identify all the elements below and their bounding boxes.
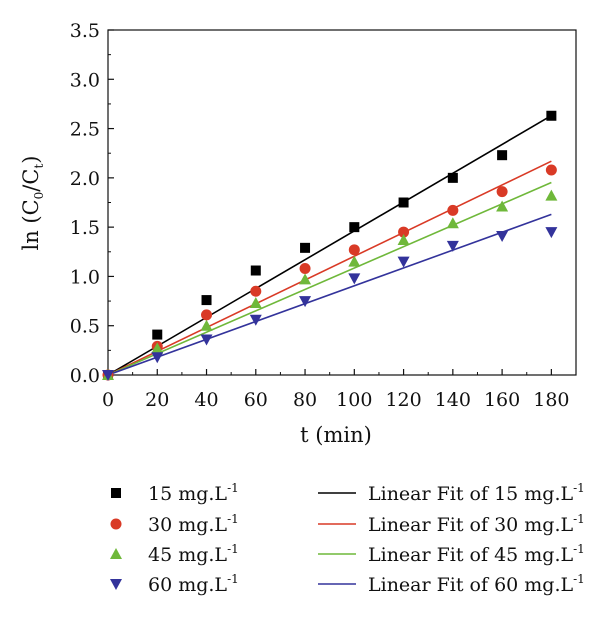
legend-fit-label: Linear Fit of 30 mg.L-1: [368, 512, 585, 536]
x-tick-label: 100: [336, 389, 372, 411]
legend-marker: [111, 488, 121, 498]
data-point: [348, 244, 360, 256]
y-axis: 0.0 0.5 1.0 1.5 2.0 2.5 3.0 3.5: [70, 20, 114, 387]
y-axis-title: ln (C0/Ct): [19, 155, 46, 250]
data-point: [200, 334, 213, 346]
y-tick-label: 2.5: [70, 119, 100, 141]
data-point: [349, 222, 360, 233]
data-point: [397, 256, 410, 268]
legend-label: 60 mg.L-1: [148, 572, 239, 596]
fit-line: [107, 213, 552, 376]
x-tick-label: 40: [194, 389, 218, 411]
data-point: [496, 200, 509, 212]
legend: 15 mg.L-1 Linear Fit of 15 mg.L-1 30 mg.L-…: [110, 481, 585, 596]
legend-fit-label: Linear Fit of 15 mg.L-1: [368, 481, 585, 505]
data-point: [102, 370, 114, 381]
y-tick-label: 1.0: [70, 266, 100, 288]
y-tick-label: 1.5: [70, 217, 100, 239]
legend-label: 45 mg.L-1: [148, 542, 239, 566]
data-point: [200, 319, 213, 331]
x-tick-label: 140: [435, 389, 471, 411]
x-tick-label: 120: [385, 389, 421, 411]
x-tick-label: 0: [102, 389, 114, 411]
legend-marker: [110, 579, 122, 590]
data-point: [201, 295, 212, 306]
data-point: [201, 309, 213, 321]
data-point: [250, 265, 261, 276]
fit-line: [107, 160, 552, 376]
data-point: [497, 150, 508, 161]
legend-label: 30 mg.L-1: [148, 512, 239, 536]
data-point: [249, 297, 262, 309]
y-tick-label: 0.5: [70, 316, 100, 338]
data-point: [300, 242, 311, 253]
data-markers: [102, 110, 558, 381]
data-point: [447, 204, 459, 216]
data-point: [397, 233, 410, 245]
data-point: [446, 217, 459, 229]
x-axis: 0 20 40 60 80 100 120 140 160 180: [102, 369, 570, 411]
data-point: [496, 186, 508, 198]
x-tick-label: 80: [293, 389, 317, 411]
fit-line: [107, 114, 552, 376]
x-tick-label: 20: [145, 389, 169, 411]
data-point: [447, 172, 458, 183]
data-point: [151, 352, 164, 364]
x-tick-label: 160: [484, 389, 520, 411]
fit-line: [107, 181, 552, 376]
data-point: [546, 110, 557, 121]
y-tick-label: 3.0: [70, 69, 100, 91]
data-point: [398, 226, 410, 238]
x-tick-label: 180: [533, 389, 569, 411]
fit-lines: [107, 114, 552, 376]
data-point: [545, 227, 558, 239]
y-tick-label: 0.0: [70, 365, 100, 387]
data-point: [545, 189, 558, 201]
legend-marker: [110, 518, 122, 530]
x-axis-title: t (min): [300, 423, 372, 447]
data-point: [496, 231, 509, 243]
data-point: [152, 329, 163, 340]
data-point: [348, 273, 361, 285]
y-tick-label: 2.0: [70, 168, 100, 190]
legend-marker: [110, 548, 122, 559]
data-point: [151, 342, 164, 354]
data-point: [545, 164, 557, 176]
legend-label: 15 mg.L-1: [148, 481, 239, 505]
data-point: [398, 197, 409, 208]
data-point: [348, 255, 361, 267]
legend-fit-label: Linear Fit of 60 mg.L-1: [368, 572, 585, 596]
data-point: [299, 296, 312, 308]
y-tick-label: 3.5: [70, 20, 100, 42]
data-point: [249, 314, 262, 326]
data-point: [299, 273, 312, 285]
legend-fit-label: Linear Fit of 45 mg.L-1: [368, 542, 585, 566]
data-point: [446, 240, 459, 252]
data-point: [250, 285, 262, 297]
x-tick-label: 60: [244, 389, 268, 411]
data-point: [299, 263, 311, 275]
